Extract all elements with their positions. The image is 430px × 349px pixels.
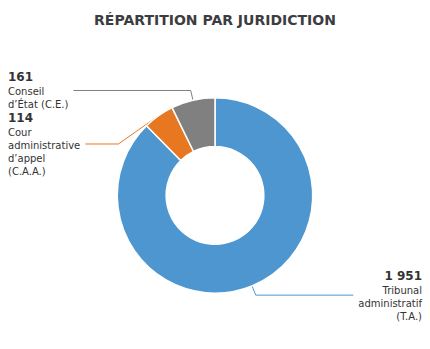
svg-text:d’appel: d’appel: [8, 153, 45, 164]
svg-text:Cour: Cour: [8, 127, 32, 138]
svg-text:(T.A.): (T.A.): [396, 311, 422, 322]
svg-text:administrative: administrative: [8, 140, 80, 151]
svg-text:Conseil: Conseil: [8, 86, 44, 97]
svg-text:114: 114: [8, 111, 33, 125]
svg-text:RÉPARTITION PAR JURIDICTION: RÉPARTITION PAR JURIDICTION: [94, 12, 336, 28]
svg-text:161: 161: [8, 70, 33, 84]
svg-text:1 951: 1 951: [384, 269, 422, 283]
svg-text:administratif: administratif: [358, 298, 422, 309]
svg-text:d’État (C.E.): d’État (C.E.): [8, 98, 69, 110]
svg-text:Tribunal: Tribunal: [382, 285, 422, 296]
svg-text:(C.A.A.): (C.A.A.): [8, 166, 46, 177]
